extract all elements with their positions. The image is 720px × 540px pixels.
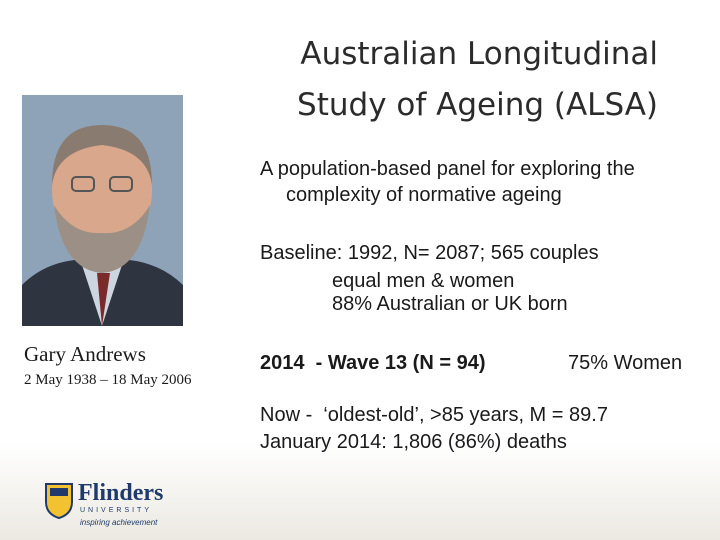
now-line: Now - ‘oldest-old’, >85 years, M = 89.7 xyxy=(260,404,608,426)
person-dates: 2 May 1938 – 18 May 2006 xyxy=(24,372,192,388)
logo-name: Flinders xyxy=(78,480,164,506)
wave-women: 75% Women xyxy=(568,352,683,374)
wave-label: 2014 - Wave 13 (N = 94) xyxy=(260,352,486,374)
now-line: January 2014: 1,806 (86%) deaths xyxy=(260,431,567,453)
portrait xyxy=(22,95,183,326)
baseline-line: 88% Australian or UK born xyxy=(332,293,568,315)
title-line: Study of Ageing (ALSA) xyxy=(297,87,658,123)
logo-tagline: inspiring achievement xyxy=(80,518,158,527)
logo-crest xyxy=(45,483,73,520)
baseline-line: Baseline: 1992, N= 2087; 565 couples xyxy=(260,242,599,264)
logo-sub: UNIVERSITY xyxy=(80,507,153,514)
title-line: Australian Longitudinal xyxy=(300,36,658,72)
baseline-line: equal men & women xyxy=(332,270,515,292)
description-line: A population-based panel for exploring t… xyxy=(260,158,635,180)
description-line: complexity of normative ageing xyxy=(286,184,562,206)
person-name: Gary Andrews xyxy=(24,342,146,366)
